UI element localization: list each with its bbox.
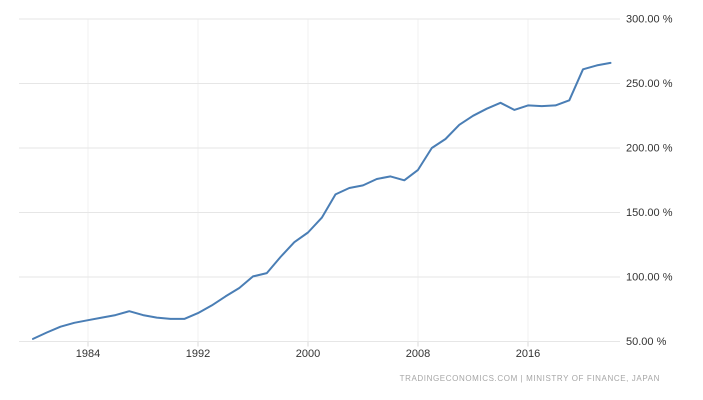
attribution: TRADINGECONOMICS.COM | MINISTRY OF FINAN… — [400, 374, 660, 383]
x-tick-label: 2000 — [296, 348, 320, 360]
y-tick-label: 50.00 % — [626, 336, 667, 348]
x-tick-label: 1984 — [76, 348, 100, 360]
y-tick-label: 100.00 % — [626, 272, 673, 284]
x-tick-label: 2016 — [516, 348, 540, 360]
y-tick-label: 300.00 % — [626, 14, 673, 26]
y-tick-label: 150.00 % — [626, 207, 673, 219]
x-tick-label: 1992 — [186, 348, 210, 360]
y-tick-label: 200.00 % — [626, 143, 673, 155]
y-tick-label: 250.00 % — [626, 78, 673, 90]
attribution-text: TRADINGECONOMICS.COM | MINISTRY OF FINAN… — [399, 374, 660, 383]
x-tick-label: 2008 — [406, 348, 430, 360]
data-line-series — [32, 61, 612, 340]
